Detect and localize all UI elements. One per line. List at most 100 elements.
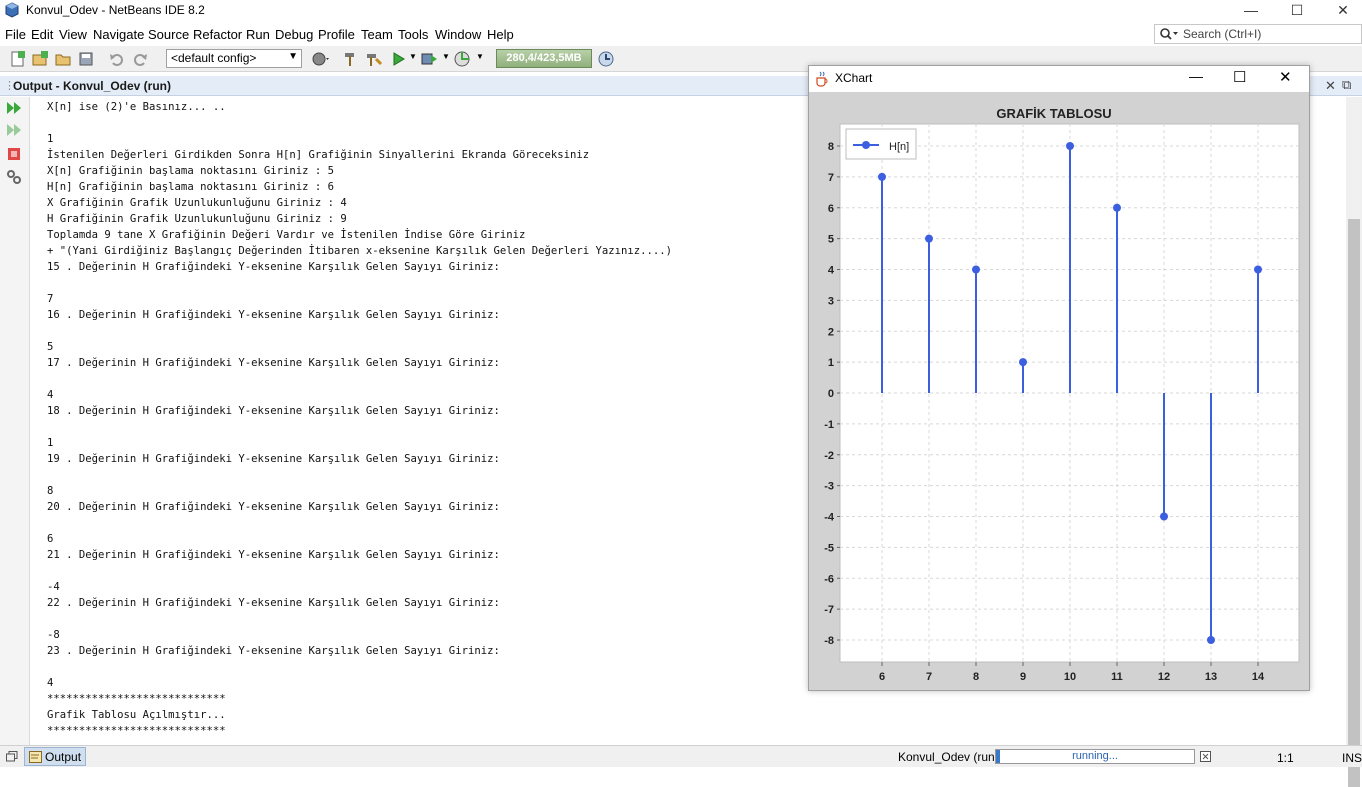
menu-profile[interactable]: Profile	[318, 27, 355, 42]
browser-globe-icon[interactable]	[311, 50, 329, 68]
progress-label: running...	[1072, 750, 1118, 762]
output-line	[47, 611, 672, 627]
output-line: 21 . Değerinin H Grafiğindeki Y-eksenine…	[47, 549, 500, 561]
menu-run[interactable]: Run	[246, 27, 270, 42]
output-line	[47, 115, 672, 131]
insert-mode: INS	[1342, 751, 1362, 765]
output-line: H[n] Grafiğinin başlama noktasını Girini…	[47, 181, 335, 193]
memory-usage-indicator[interactable]: 280,4/423,5MB	[496, 49, 592, 68]
xchart-close-button[interactable]: ✕	[1279, 69, 1292, 86]
close-button[interactable]: ✕	[1337, 2, 1349, 18]
output-line: H Grafiğinin Grafik Uzunlukunluğunu Giri…	[47, 213, 347, 225]
save-all-icon[interactable]	[77, 50, 95, 68]
open-project-icon[interactable]	[54, 50, 72, 68]
stem-marker	[972, 265, 980, 274]
status-project: Konvul_Odev (run)	[898, 750, 999, 764]
scrollbar-thumb[interactable]	[1348, 219, 1360, 787]
stem-marker	[1160, 512, 1168, 521]
legend-box	[845, 128, 917, 160]
menu-file[interactable]: File	[5, 27, 26, 42]
output-console[interactable]: X[n] ise (2)'e Basınız... .. 1 İstenilen D…	[47, 99, 672, 739]
stem-chart: GRAFİK TABLOSU 876543210-1-2-3-4-5-6-7-8…	[824, 106, 1300, 683]
menu-team[interactable]: Team	[361, 27, 393, 42]
cancel-task-icon[interactable]	[1200, 751, 1211, 762]
run-dropdown-icon[interactable]: ▼	[409, 52, 417, 61]
legend-swatch-marker	[862, 141, 870, 149]
y-tick-label: 2	[828, 326, 834, 338]
output-icon	[29, 751, 42, 763]
output-line: 4	[47, 677, 54, 689]
output-line	[47, 419, 672, 435]
restore-window-icon[interactable]	[6, 751, 18, 762]
cursor-position: 1:1	[1277, 751, 1294, 765]
settings-icon[interactable]	[6, 169, 22, 185]
y-tick-label: 4	[828, 265, 835, 277]
y-tick-label: 6	[828, 203, 834, 215]
menu-refactor[interactable]: Refactor	[193, 27, 243, 42]
menu-navigate[interactable]: Navigate	[93, 27, 145, 42]
output-line: Grafik Tablosu Açılmıştır...	[47, 709, 226, 721]
output-line: X Grafiğinin Grafik Uzunlukunluğunu Giri…	[47, 197, 347, 209]
output-line: X[n] Grafiğinin başlama noktasını Girini…	[47, 165, 335, 177]
profile-dropdown-icon[interactable]: ▼	[476, 52, 484, 61]
progress-indicator	[996, 750, 1000, 763]
stem-marker	[1254, 265, 1262, 274]
config-value: <default config>	[171, 51, 257, 65]
y-tick-label: -1	[824, 419, 834, 431]
menu-help[interactable]: Help	[487, 27, 514, 42]
output-line: ****************************	[47, 693, 226, 705]
build-hammer-icon[interactable]	[342, 50, 360, 68]
clean-build-icon[interactable]	[365, 50, 383, 68]
new-file-icon[interactable]	[9, 50, 27, 68]
menu-bar: File Edit View Navigate Source Refactor …	[0, 24, 1362, 44]
run-icon[interactable]	[390, 50, 408, 68]
output-line: 5	[47, 341, 54, 353]
y-tick-label: -3	[824, 481, 834, 493]
output-line: 15 . Değerinin H Grafiğindeki Y-eksenine…	[47, 261, 500, 273]
restore-panel-icon[interactable]: ⧉	[1342, 77, 1352, 92]
menu-source[interactable]: Source	[148, 27, 190, 42]
config-select[interactable]: <default config> ▼	[166, 49, 302, 68]
netbeans-logo-icon	[5, 2, 19, 18]
close-panel-icon[interactable]: ✕	[1325, 78, 1336, 93]
output-scrollbar[interactable]	[1346, 97, 1362, 787]
menu-edit[interactable]: Edit	[31, 27, 54, 42]
output-tab[interactable]: Output	[24, 747, 86, 766]
menu-view[interactable]: View	[59, 27, 87, 42]
maximize-button[interactable]: ☐	[1290, 2, 1304, 18]
output-line: 7	[47, 293, 54, 305]
debug-icon[interactable]	[420, 50, 438, 68]
rerun-options-icon[interactable]	[6, 123, 22, 137]
menu-debug[interactable]: Debug	[275, 27, 314, 42]
x-tick-label: 7	[926, 671, 932, 683]
output-line: 1	[47, 133, 54, 145]
stop-icon[interactable]	[7, 147, 21, 161]
output-line	[47, 323, 672, 339]
x-tick-label: 9	[1020, 671, 1026, 683]
drag-grip-icon[interactable]: ⋮	[4, 80, 15, 92]
search-icon	[1160, 28, 1178, 40]
minimize-button[interactable]: —	[1244, 2, 1258, 18]
x-axis: 6 7 8 9 10 11 12 13 14	[879, 662, 1265, 683]
output-tab-label: Output	[45, 750, 82, 764]
run-progress-bar[interactable]: running...	[995, 749, 1195, 764]
java-cup-icon	[816, 71, 828, 87]
undo-icon[interactable]	[108, 50, 126, 68]
output-line: 16 . Değerinin H Grafiğindeki Y-eksenine…	[47, 309, 500, 321]
menu-tools[interactable]: Tools	[398, 27, 429, 42]
debug-dropdown-icon[interactable]: ▼	[442, 52, 450, 61]
stem-marker	[1113, 203, 1121, 212]
menu-window[interactable]: Window	[435, 27, 482, 42]
output-line	[47, 371, 672, 387]
rerun-icon[interactable]	[6, 101, 22, 115]
y-tick-label: 8	[828, 141, 834, 153]
redo-icon[interactable]	[131, 50, 149, 68]
new-project-icon[interactable]	[31, 50, 49, 68]
search-input[interactable]: Search (Ctrl+I)	[1154, 24, 1362, 44]
stem-marker	[1207, 636, 1215, 644]
profile-icon[interactable]	[453, 50, 471, 68]
xchart-maximize-button[interactable]: ☐	[1233, 69, 1247, 86]
xchart-minimize-button[interactable]: —	[1189, 68, 1203, 84]
xchart-title: XChart	[835, 71, 873, 85]
garbage-collect-icon[interactable]	[597, 50, 615, 68]
